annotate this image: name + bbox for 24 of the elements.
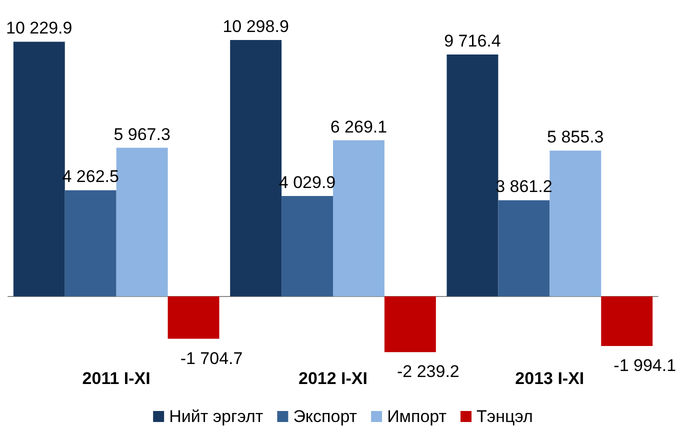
data-label: 9 716.4: [444, 32, 501, 50]
data-label: -2 239.2: [396, 362, 460, 382]
data-label: -1 994.1: [614, 356, 676, 375]
legend-label: Импорт: [387, 407, 447, 426]
bar: [498, 200, 550, 296]
x-tick-label: 2012 I-XI: [298, 369, 368, 388]
data-label: 10 298.9: [222, 17, 289, 36]
data-label: -1 704.7: [180, 348, 243, 368]
bar: [64, 190, 116, 296]
data-label: 5 967.3: [114, 124, 170, 144]
bar: [384, 296, 436, 352]
bar: [550, 150, 602, 296]
data-label: 5 855.3: [547, 128, 604, 147]
x-tick-label: 2013 I-XI: [515, 369, 584, 388]
data-label: 6 269.1: [330, 117, 388, 136]
data-label: 10 229.9: [6, 18, 72, 38]
bar: [601, 296, 653, 346]
bar: [282, 196, 333, 296]
bar: [333, 140, 384, 296]
legend-label: Экспорт: [293, 407, 358, 426]
legend-label: Нийт эргэлт: [169, 407, 264, 426]
legend-label: Тэнцэл: [476, 407, 533, 426]
bar: [168, 296, 220, 339]
x-tick-label: 2011 I-XI: [82, 369, 150, 388]
